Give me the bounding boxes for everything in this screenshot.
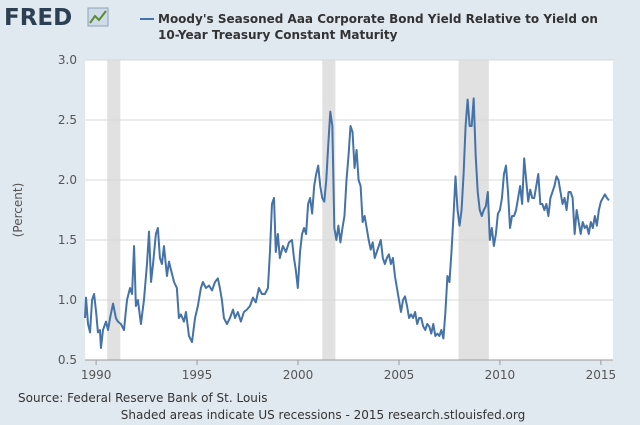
y-tick-label: 0.5	[58, 353, 77, 367]
legend-label: 10-Year Treasury Constant Maturity	[158, 28, 398, 42]
logo: FRED	[4, 5, 72, 31]
data-line	[84, 97, 610, 349]
note: Shaded areas indicate US recessions - 20…	[121, 408, 525, 422]
recession-band	[107, 60, 121, 360]
y-tick-label: 2.0	[58, 173, 77, 187]
y-tick-label: 2.5	[58, 113, 77, 127]
source: Source: Federal Reserve Bank of St. Loui…	[18, 391, 267, 405]
x-tick-label: 1995	[182, 368, 213, 382]
y-axis-label: (Percent)	[11, 183, 25, 238]
y-tick-label: 1.0	[58, 293, 77, 307]
legend-label: Moody's Seasoned Aaa Corporate Bond Yiel…	[158, 12, 598, 26]
plot-area	[85, 60, 613, 360]
x-tick-label: 2005	[384, 368, 415, 382]
x-tick-label: 2015	[586, 368, 617, 382]
x-tick-label: 2010	[485, 368, 516, 382]
x-tick-label: 2000	[283, 368, 314, 382]
logo-icon	[87, 7, 109, 27]
y-tick-label: 3.0	[58, 53, 77, 67]
y-tick-label: 1.5	[58, 233, 77, 247]
x-tick-label: 1990	[81, 368, 112, 382]
